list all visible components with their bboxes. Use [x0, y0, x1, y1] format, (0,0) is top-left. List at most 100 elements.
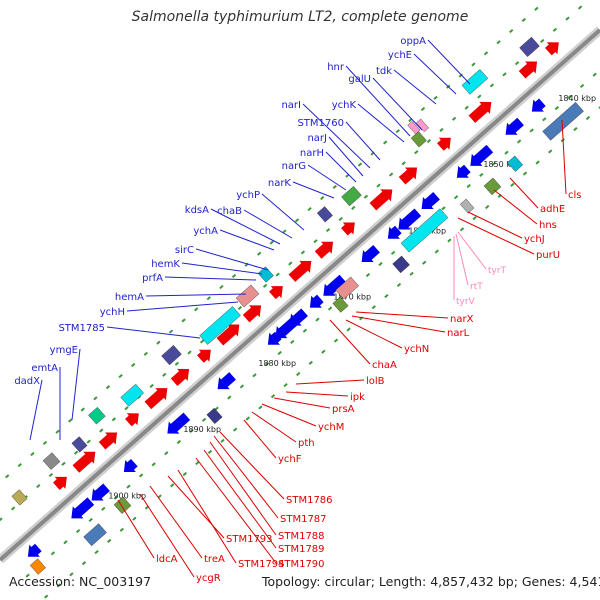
cds-forward-arrow-shape — [323, 274, 347, 296]
cds-forward-arrow-shape — [167, 412, 191, 434]
cds-forward-block — [483, 177, 502, 196]
forward-gene-label-ychh: ychH — [100, 307, 125, 318]
cds-reverse-block-shape — [461, 69, 489, 95]
cds-forward-block-shape — [332, 296, 349, 313]
reverse-gene-label-lolb: lolB — [366, 376, 385, 387]
tick-mark — [516, 139, 522, 144]
tick-mark — [206, 296, 211, 301]
tick-mark — [201, 417, 207, 422]
forward-gene-label-oppa-leader — [427, 39, 471, 85]
cds-reverse-arrow — [53, 476, 67, 490]
tick-mark — [151, 462, 156, 467]
forward-gene-label-dadx: dadX — [14, 376, 40, 387]
reverse-gene-label-stm1788: STM1788 — [278, 531, 325, 542]
tick-mark — [529, 128, 534, 133]
scale-label-1880-kbp: 1880 kbp — [258, 359, 296, 368]
cds-forward-arrow — [217, 372, 236, 390]
cds-reverse-arrow — [98, 432, 118, 450]
reverse-gene-label-prsa-leader — [273, 397, 331, 409]
tick-mark — [101, 506, 106, 511]
reverse-gene-label-stm1790-leader — [195, 457, 277, 564]
tick-mark — [118, 374, 123, 379]
tick-mark — [288, 261, 293, 266]
reverse-gene-label-puru-leader — [457, 217, 535, 255]
tick-mark — [69, 572, 74, 577]
cds-reverse-block — [257, 266, 274, 283]
reverse-gene-label-ycgr: ycgR — [196, 573, 221, 584]
cds-forward-arrow-shape — [470, 144, 494, 166]
tick-mark — [126, 484, 131, 489]
forward-gene-label-dadx-leader — [29, 379, 43, 441]
tick-mark — [464, 105, 469, 110]
scale-label-1850-kbp: 1850 kbp — [483, 160, 521, 169]
tick-mark — [94, 550, 99, 555]
tick-mark — [36, 484, 41, 489]
reverse-gene-label-ldca: ldcA — [156, 554, 178, 565]
tick-mark — [149, 383, 154, 388]
tick-mark — [88, 517, 93, 522]
cds-reverse-arrow — [125, 413, 139, 427]
cds-reverse-arrow — [197, 349, 211, 363]
tick-mark — [162, 372, 167, 377]
tick-mark — [93, 396, 98, 401]
forward-gene-label-sirc: sirC — [175, 245, 194, 256]
cds-forward-arrow-shape — [456, 164, 471, 178]
forward-gene-label-hnr-leader — [345, 65, 411, 137]
tick-mark — [275, 272, 280, 277]
cds-reverse-arrow-shape — [98, 432, 118, 450]
tick-mark — [325, 228, 331, 233]
reverse-gene-label-ychm-leader — [261, 403, 317, 427]
cds-reverse-arrow — [216, 324, 240, 346]
cds-reverse-arrow-shape — [216, 324, 240, 346]
reverse-gene-label-ycgr-leader — [139, 493, 195, 578]
cds-forward-arrow — [27, 543, 42, 557]
cds-forward-block — [459, 198, 475, 214]
cds-forward-arrow — [275, 317, 299, 339]
cds-reverse-block-shape — [235, 284, 260, 308]
scale-label-1890-kbp: 1890 kbp — [183, 425, 221, 434]
tick-mark — [63, 540, 68, 545]
tick-mark — [477, 94, 482, 99]
cds-reverse-block-shape — [71, 436, 88, 453]
reverse-gene-label-ldca-leader — [117, 499, 155, 559]
tick-mark — [567, 94, 572, 100]
backbone-line — [0, 28, 600, 562]
reverse-gene-label-puru: purU — [536, 250, 560, 261]
reverse-gene-label-stm1789-leader — [203, 449, 277, 549]
tick-mark — [489, 83, 495, 88]
tick-mark — [320, 195, 325, 201]
forward-gene-label-ymge: ymgE — [50, 345, 78, 356]
tick-mark — [300, 250, 306, 255]
forward-gene-label-sirc-leader — [195, 248, 269, 271]
tick-mark — [164, 451, 169, 456]
cds-forward-arrow — [267, 331, 282, 345]
tick-mark — [378, 261, 383, 267]
cds-forward-arrow-shape — [27, 543, 42, 557]
forward-gene-label-yche-leader — [413, 53, 457, 95]
cds-reverse-arrow — [468, 101, 492, 123]
cds-reverse-arrow — [518, 61, 538, 79]
forward-gene-label-narg-leader — [307, 164, 347, 191]
tick-mark — [577, 5, 583, 10]
cds-reverse-block — [461, 69, 489, 95]
cds-reverse-arrow-shape — [437, 137, 451, 151]
reverse-gene-label-chaa: chaA — [372, 360, 397, 371]
tick-mark — [376, 183, 381, 188]
forward-gene-label-emta: emtA — [31, 363, 58, 374]
forward-gene-label-ychp-leader — [261, 193, 305, 231]
tick-mark — [237, 305, 243, 311]
forward-gene-label-galu-leader — [372, 77, 423, 131]
forward-gene-label-stm1785-leader — [106, 326, 201, 339]
tick-mark — [383, 140, 388, 145]
cds-forward-arrow — [361, 244, 380, 262]
forward-gene-label-tdk-leader — [393, 69, 437, 105]
tick-mark — [357, 162, 363, 167]
tick-mark — [270, 394, 276, 399]
forward-gene-label-stm1785: STM1785 — [58, 323, 105, 334]
reverse-gene-label-pth-leader — [251, 411, 297, 443]
tick-mark — [131, 362, 136, 368]
reverse-gene-label-ychf: ychF — [278, 454, 302, 465]
rna-gene-label-rtt-leader — [455, 233, 469, 286]
tick-mark — [143, 351, 148, 356]
tick-mark — [509, 29, 514, 34]
